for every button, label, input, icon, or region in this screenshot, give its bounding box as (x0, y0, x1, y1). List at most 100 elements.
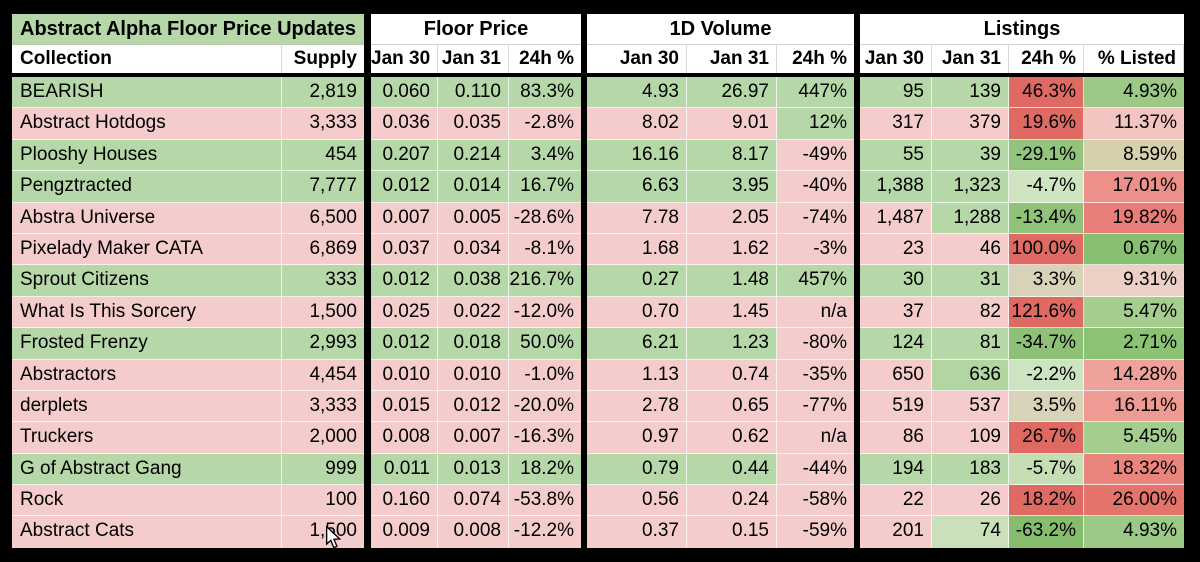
cell-vol-jan30[interactable]: 2.78 (587, 390, 687, 423)
cell-pct-listed[interactable]: 0.67% (1084, 233, 1184, 266)
cell-list-jan31[interactable]: 26 (932, 485, 1009, 517)
cell-pct-listed[interactable]: 9.31% (1084, 265, 1184, 297)
cell-fp-24h[interactable]: -20.0% (509, 390, 581, 423)
cell-pct-listed[interactable]: 5.45% (1084, 422, 1184, 454)
cell-fp-jan30[interactable]: 0.008 (371, 422, 438, 454)
cell-list-jan30[interactable]: 194 (860, 453, 932, 486)
cell-fp-24h[interactable]: -12.2% (509, 516, 581, 548)
cell-fp-24h[interactable]: -28.6% (509, 202, 581, 234)
cell-supply[interactable]: 1,500 (282, 296, 364, 329)
cell-list-jan31[interactable]: 109 (932, 422, 1009, 454)
cell-list-jan30[interactable]: 1,388 (860, 171, 932, 203)
cell-vol-jan30[interactable]: 0.37 (587, 516, 687, 548)
cell-supply[interactable]: 2,000 (282, 422, 364, 454)
column-header-vol-jan31[interactable]: Jan 31 (687, 45, 777, 73)
column-header-list-jan30[interactable]: Jan 30 (860, 45, 932, 73)
cell-fp-24h[interactable]: 3.4% (509, 139, 581, 172)
cell-list-jan31[interactable]: 74 (932, 516, 1009, 548)
cell-pct-listed[interactable]: 2.71% (1084, 328, 1184, 360)
cell-collection[interactable]: Abstract Hotdogs (12, 108, 282, 140)
cell-list-24h[interactable]: -13.4% (1009, 202, 1084, 234)
cell-fp-jan31[interactable]: 0.034 (438, 233, 509, 266)
cell-vol-jan30[interactable]: 0.97 (587, 422, 687, 454)
cell-vol-jan30[interactable]: 1.68 (587, 233, 687, 266)
column-header-fp-jan31[interactable]: Jan 31 (438, 45, 509, 73)
cell-collection[interactable]: Pixelady Maker CATA (12, 233, 282, 266)
cell-list-24h[interactable]: -63.2% (1009, 516, 1084, 548)
cell-list-jan31[interactable]: 636 (932, 359, 1009, 391)
column-header-list-jan31[interactable]: Jan 31 (932, 45, 1009, 73)
column-header-fp-jan30[interactable]: Jan 30 (371, 45, 438, 73)
cell-fp-jan31[interactable]: 0.014 (438, 171, 509, 203)
cell-fp-24h[interactable]: 16.7% (509, 171, 581, 203)
cell-collection[interactable]: Abstra Universe (12, 202, 282, 234)
cell-collection[interactable]: What Is This Sorcery (12, 296, 282, 329)
cell-vol-jan31[interactable]: 0.65 (687, 390, 777, 423)
cell-supply[interactable]: 454 (282, 139, 364, 172)
cell-list-jan30[interactable]: 201 (860, 516, 932, 548)
cell-collection[interactable]: derplets (12, 390, 282, 423)
cell-list-jan31[interactable]: 81 (932, 328, 1009, 360)
cell-vol-jan30[interactable]: 8.02 (587, 108, 687, 140)
column-header-supply[interactable]: Supply (282, 45, 364, 73)
cell-fp-24h[interactable]: 83.3% (509, 77, 581, 109)
cell-list-24h[interactable]: 19.6% (1009, 108, 1084, 140)
cell-collection[interactable]: Plooshy Houses (12, 139, 282, 172)
section-header-floor-price[interactable]: Floor Price (371, 14, 581, 45)
cell-fp-jan30[interactable]: 0.012 (371, 265, 438, 297)
cell-vol-jan31[interactable]: 0.62 (687, 422, 777, 454)
section-header-1d-volume[interactable]: 1D Volume (587, 14, 854, 45)
cell-fp-jan30[interactable]: 0.025 (371, 296, 438, 329)
cell-list-jan31[interactable]: 46 (932, 233, 1009, 266)
cell-list-24h[interactable]: 100.0% (1009, 233, 1084, 266)
cell-fp-24h[interactable]: 216.7% (509, 265, 581, 297)
cell-vol-24h[interactable]: -3% (777, 233, 854, 266)
cell-supply[interactable]: 3,333 (282, 390, 364, 423)
cell-vol-jan30[interactable]: 6.63 (587, 171, 687, 203)
column-header-collection[interactable]: Collection (12, 45, 282, 73)
cell-supply[interactable]: 3,333 (282, 108, 364, 140)
cell-vol-24h[interactable]: -40% (777, 171, 854, 203)
cell-fp-jan31[interactable]: 0.074 (438, 485, 509, 517)
cell-list-jan30[interactable]: 1,487 (860, 202, 932, 234)
cell-vol-jan30[interactable]: 1.13 (587, 359, 687, 391)
cell-fp-jan31[interactable]: 0.013 (438, 453, 509, 486)
cell-vol-jan31[interactable]: 9.01 (687, 108, 777, 140)
cell-supply[interactable]: 7,777 (282, 171, 364, 203)
cell-fp-24h[interactable]: 50.0% (509, 328, 581, 360)
cell-pct-listed[interactable]: 11.37% (1084, 108, 1184, 140)
cell-list-24h[interactable]: 26.7% (1009, 422, 1084, 454)
cell-supply[interactable]: 2,993 (282, 328, 364, 360)
cell-list-jan31[interactable]: 1,323 (932, 171, 1009, 203)
cell-list-24h[interactable]: 3.3% (1009, 265, 1084, 297)
column-header-fp-24h[interactable]: 24h % (509, 45, 581, 73)
cell-fp-jan31[interactable]: 0.008 (438, 516, 509, 548)
cell-vol-24h[interactable]: n/a (777, 422, 854, 454)
cell-vol-jan31[interactable]: 8.17 (687, 139, 777, 172)
cell-fp-jan30[interactable]: 0.160 (371, 485, 438, 517)
cell-pct-listed[interactable]: 19.82% (1084, 202, 1184, 234)
cell-supply[interactable]: 999 (282, 453, 364, 486)
cell-fp-jan31[interactable]: 0.005 (438, 202, 509, 234)
cell-list-jan31[interactable]: 139 (932, 77, 1009, 109)
cell-fp-jan30[interactable]: 0.011 (371, 453, 438, 486)
cell-pct-listed[interactable]: 4.93% (1084, 77, 1184, 109)
cell-fp-jan30[interactable]: 0.207 (371, 139, 438, 172)
cell-list-24h[interactable]: 46.3% (1009, 77, 1084, 109)
cell-fp-24h[interactable]: -2.8% (509, 108, 581, 140)
cell-fp-jan31[interactable]: 0.007 (438, 422, 509, 454)
cell-list-24h[interactable]: 3.5% (1009, 390, 1084, 423)
cell-list-jan31[interactable]: 1,288 (932, 202, 1009, 234)
cell-list-jan31[interactable]: 82 (932, 296, 1009, 329)
cell-vol-jan30[interactable]: 6.21 (587, 328, 687, 360)
cell-list-jan30[interactable]: 650 (860, 359, 932, 391)
cell-vol-jan31[interactable]: 1.45 (687, 296, 777, 329)
cell-vol-24h[interactable]: -35% (777, 359, 854, 391)
cell-fp-24h[interactable]: 18.2% (509, 453, 581, 486)
cell-fp-jan31[interactable]: 0.010 (438, 359, 509, 391)
cell-vol-24h[interactable]: -80% (777, 328, 854, 360)
cell-fp-jan31[interactable]: 0.214 (438, 139, 509, 172)
cell-vol-jan31[interactable]: 1.48 (687, 265, 777, 297)
column-header-pct-listed[interactable]: % Listed (1084, 45, 1184, 73)
cell-list-24h[interactable]: -34.7% (1009, 328, 1084, 360)
